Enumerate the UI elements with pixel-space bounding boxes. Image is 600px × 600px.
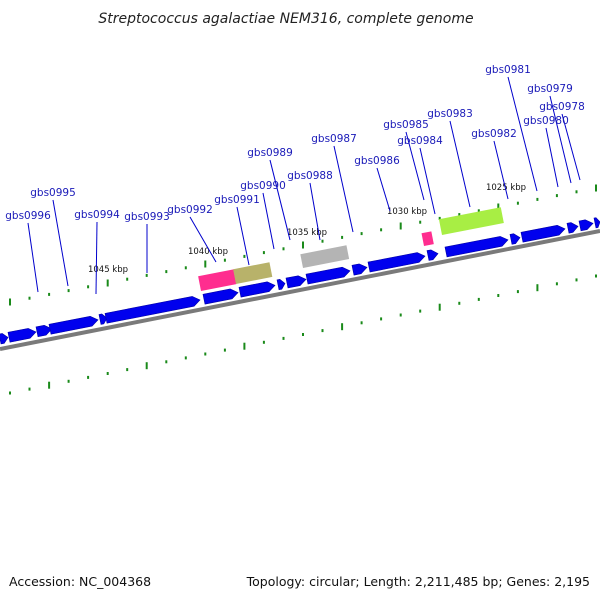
tick-label: 1045 kbp	[88, 265, 128, 275]
gray-feature	[300, 245, 350, 268]
feature-track	[198, 207, 504, 291]
gene-arrow	[509, 233, 521, 245]
gene-label: gbs0994	[74, 209, 120, 221]
gene-arrow	[238, 281, 276, 298]
accession-text: Accession: NC_004368	[9, 574, 152, 589]
label-leader-line	[27, 222, 39, 293]
gene-arrow	[566, 222, 579, 234]
tick-labels: 1045 kbp 1040 kbp 1035 kbp 1030 kbp 1025 kbp	[88, 183, 526, 275]
gene-label: gbs0984	[397, 135, 443, 147]
label-leader-line	[376, 167, 391, 212]
gene-label: gbs0990	[240, 180, 286, 192]
inner-tick-marks	[9, 274, 597, 395]
olive-feature	[233, 262, 273, 284]
gene-arrow	[367, 252, 426, 273]
outer-tick-marks	[9, 184, 597, 306]
pink-feature	[198, 269, 237, 291]
label-leader-line	[549, 95, 572, 184]
label-leader-line	[309, 182, 321, 241]
gene-label: gbs0995	[30, 187, 76, 199]
gene-arrow	[444, 236, 509, 258]
label-leader-line	[95, 221, 98, 295]
gene-arrow	[305, 266, 351, 285]
gene-track	[0, 217, 600, 345]
gene-arrow	[351, 263, 368, 276]
gene-label: gbs0991	[214, 194, 260, 206]
gene-arrow	[593, 217, 600, 229]
gene-label: gbs0989	[247, 147, 293, 159]
label-leader-line	[507, 76, 538, 192]
gene-label: gbs0987	[311, 133, 357, 145]
gene-arrow	[7, 328, 37, 343]
topology-summary: Topology: circular; Length: 2,211,485 bp…	[246, 574, 590, 589]
gene-arrow	[48, 315, 99, 335]
gene-label: gbs0988	[287, 170, 333, 182]
map-title: Streptococcus agalactiae NEM316, complet…	[98, 11, 473, 27]
gene-arrow	[35, 324, 53, 338]
gene-label: gbs0979	[527, 83, 573, 95]
gene-arrow	[0, 333, 9, 345]
gene-label: gbs0993	[124, 211, 170, 223]
label-leader-line	[333, 145, 354, 233]
gene-arrow	[426, 249, 439, 261]
gene-label: gbs0986	[354, 155, 400, 167]
gene-arrow	[276, 278, 286, 291]
gene-label: gbs0985	[383, 119, 429, 131]
tick-label: 1035 kbp	[287, 228, 327, 238]
label-leader-line	[189, 216, 217, 263]
tick-label: 1030 kbp	[387, 207, 427, 217]
label-leader-line	[236, 206, 250, 266]
gene-label: gbs0981	[485, 64, 531, 76]
label-leader-line	[419, 147, 436, 215]
label-leader-line	[493, 140, 509, 200]
tick-label: 1025 kbp	[486, 183, 526, 193]
label-leader-line	[52, 199, 69, 287]
gene-label: gbs0983	[427, 108, 473, 120]
gene-arrow	[104, 296, 201, 324]
gene-label-lines	[27, 76, 581, 295]
tick-label: 1040 kbp	[188, 247, 228, 257]
backbone-line	[0, 229, 600, 351]
gene-label: gbs0992	[167, 204, 213, 216]
label-leader-line	[405, 131, 425, 201]
gene-arrow	[285, 275, 307, 289]
genome-backbone	[0, 229, 600, 351]
label-leader-line	[449, 120, 471, 208]
label-leader-line	[561, 113, 581, 181]
gene-label: gbs0982	[471, 128, 517, 140]
label-leader-line	[545, 127, 559, 188]
pink-feature	[421, 231, 434, 247]
gene-arrow	[202, 288, 239, 305]
label-leader-line	[262, 192, 275, 250]
gene-label: gbs0996	[5, 210, 51, 222]
label-leader-line	[269, 159, 291, 241]
gene-label: gbs0980	[523, 115, 569, 127]
gene-arrow	[578, 219, 594, 232]
gene-arrow	[98, 313, 108, 325]
gene-label: gbs0978	[539, 101, 585, 113]
lime-feature	[438, 207, 504, 235]
gene-arrow	[520, 224, 566, 243]
